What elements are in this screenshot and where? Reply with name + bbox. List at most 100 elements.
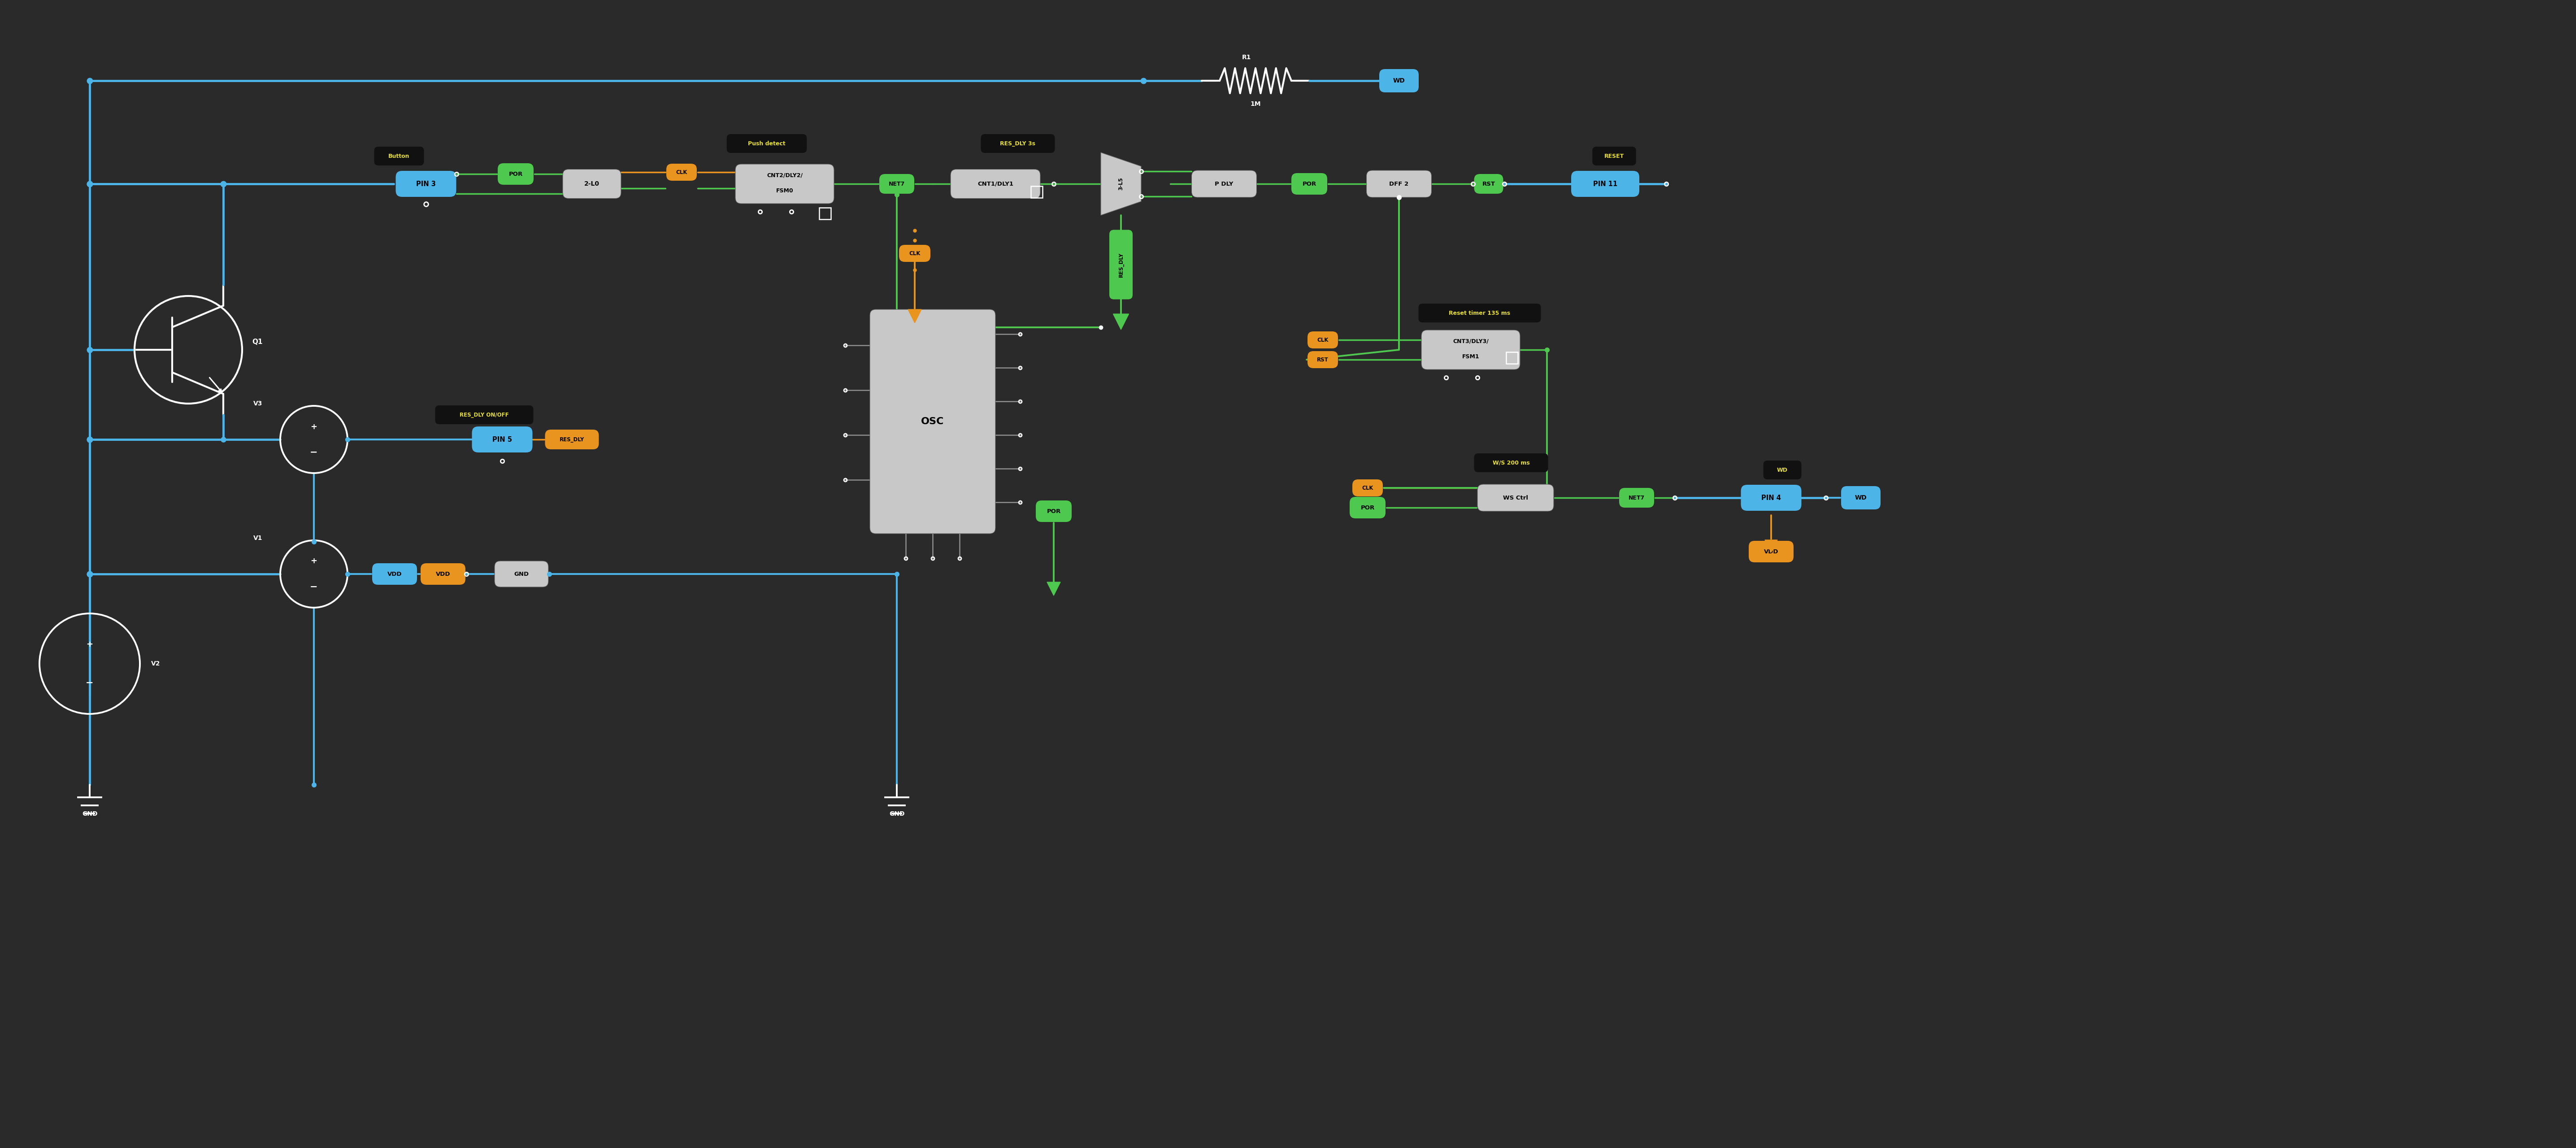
Text: NET7: NET7 [1628, 495, 1643, 501]
Bar [819, 208, 832, 219]
FancyBboxPatch shape [899, 245, 930, 262]
FancyBboxPatch shape [667, 164, 696, 180]
FancyBboxPatch shape [374, 147, 425, 165]
Text: RES_DLY 3s: RES_DLY 3s [999, 140, 1036, 147]
Text: PIN 3: PIN 3 [417, 180, 435, 187]
FancyBboxPatch shape [871, 310, 994, 534]
FancyBboxPatch shape [420, 564, 466, 584]
FancyBboxPatch shape [1592, 147, 1636, 165]
FancyBboxPatch shape [1842, 486, 1880, 510]
FancyBboxPatch shape [1309, 332, 1337, 349]
FancyBboxPatch shape [371, 564, 417, 584]
FancyBboxPatch shape [1765, 460, 1801, 480]
Text: WD: WD [1394, 78, 1404, 84]
Text: VDD: VDD [1765, 549, 1777, 554]
Text: 1M: 1M [1249, 101, 1260, 107]
Text: CLK: CLK [1316, 338, 1329, 343]
FancyBboxPatch shape [1620, 488, 1654, 507]
Text: P DLY: P DLY [1216, 181, 1234, 187]
Text: WS Ctrl: WS Ctrl [1502, 495, 1528, 501]
Text: Push detect: Push detect [747, 140, 786, 147]
Text: V2: V2 [152, 660, 160, 667]
Text: −: − [309, 582, 317, 591]
FancyBboxPatch shape [397, 171, 456, 196]
Text: RST: RST [1481, 181, 1494, 187]
Text: Q1: Q1 [252, 339, 263, 346]
Polygon shape [1765, 540, 1777, 552]
Text: POR: POR [1303, 181, 1316, 187]
Text: RES_DLY: RES_DLY [559, 436, 585, 442]
FancyBboxPatch shape [1110, 230, 1133, 300]
Text: +: + [312, 422, 317, 430]
FancyBboxPatch shape [1309, 351, 1337, 369]
FancyBboxPatch shape [1741, 484, 1801, 511]
Text: W/S 200 ms: W/S 200 ms [1492, 460, 1530, 466]
FancyBboxPatch shape [734, 164, 835, 203]
Text: GND: GND [889, 810, 904, 817]
FancyBboxPatch shape [1473, 453, 1548, 472]
Text: −: − [85, 678, 93, 688]
FancyBboxPatch shape [1352, 480, 1383, 496]
Polygon shape [1100, 153, 1141, 216]
Text: VDD: VDD [435, 571, 451, 577]
FancyBboxPatch shape [1571, 171, 1638, 196]
Text: RES_DLY: RES_DLY [1118, 253, 1123, 277]
Text: FSM1: FSM1 [1463, 354, 1479, 359]
Text: RES_DLY ON/OFF: RES_DLY ON/OFF [459, 412, 510, 418]
FancyBboxPatch shape [726, 134, 806, 153]
FancyBboxPatch shape [471, 426, 533, 452]
Text: RST: RST [1316, 357, 1329, 363]
FancyBboxPatch shape [497, 163, 533, 185]
Text: 2-L0: 2-L0 [585, 180, 600, 187]
FancyBboxPatch shape [1193, 170, 1257, 197]
Text: +: + [312, 557, 317, 565]
Text: PIN 5: PIN 5 [492, 436, 513, 443]
Text: PIN 11: PIN 11 [1592, 180, 1618, 187]
FancyBboxPatch shape [1473, 174, 1504, 194]
FancyBboxPatch shape [546, 429, 598, 449]
Text: GND: GND [82, 810, 98, 817]
Text: CLK: CLK [675, 169, 688, 176]
Text: WD: WD [1855, 495, 1868, 501]
Text: CLK: CLK [909, 250, 920, 256]
Text: OSC: OSC [922, 417, 945, 426]
Text: WD: WD [1777, 467, 1788, 473]
Text: CNT2/DLY2/: CNT2/DLY2/ [768, 172, 804, 178]
FancyBboxPatch shape [1036, 501, 1072, 522]
FancyBboxPatch shape [1291, 173, 1327, 195]
Text: GND: GND [515, 571, 528, 577]
Text: PIN 4: PIN 4 [1762, 495, 1780, 502]
FancyBboxPatch shape [435, 405, 533, 425]
Text: Reset timer 135 ms: Reset timer 135 ms [1448, 310, 1510, 316]
FancyBboxPatch shape [1378, 69, 1419, 92]
FancyBboxPatch shape [1479, 484, 1553, 511]
Text: FSM0: FSM0 [775, 188, 793, 194]
FancyBboxPatch shape [981, 134, 1054, 153]
Text: 3-L5: 3-L5 [1118, 178, 1123, 191]
Text: POR: POR [1360, 505, 1376, 511]
FancyBboxPatch shape [495, 561, 549, 587]
Text: CNT1/DLY1: CNT1/DLY1 [976, 181, 1012, 187]
FancyBboxPatch shape [1365, 170, 1432, 197]
Bar [1030, 186, 1043, 197]
Text: CLK: CLK [1363, 484, 1373, 491]
Text: POR: POR [1046, 509, 1061, 514]
FancyBboxPatch shape [562, 169, 621, 199]
FancyBboxPatch shape [1350, 497, 1386, 519]
FancyBboxPatch shape [1749, 541, 1793, 563]
Text: RESET: RESET [1605, 153, 1623, 158]
Polygon shape [1046, 582, 1061, 596]
FancyBboxPatch shape [1419, 303, 1540, 323]
Text: NET7: NET7 [889, 181, 904, 187]
Text: POR: POR [507, 171, 523, 177]
Polygon shape [907, 310, 922, 323]
Text: VDD: VDD [386, 571, 402, 577]
Text: CNT3/DLY3/: CNT3/DLY3/ [1453, 339, 1489, 344]
Text: +: + [88, 641, 93, 649]
Polygon shape [1113, 313, 1128, 329]
Text: V1: V1 [252, 535, 263, 541]
FancyBboxPatch shape [951, 169, 1041, 199]
Text: R1: R1 [1242, 54, 1252, 61]
Bar [1507, 352, 1517, 364]
Text: Button: Button [389, 153, 410, 158]
